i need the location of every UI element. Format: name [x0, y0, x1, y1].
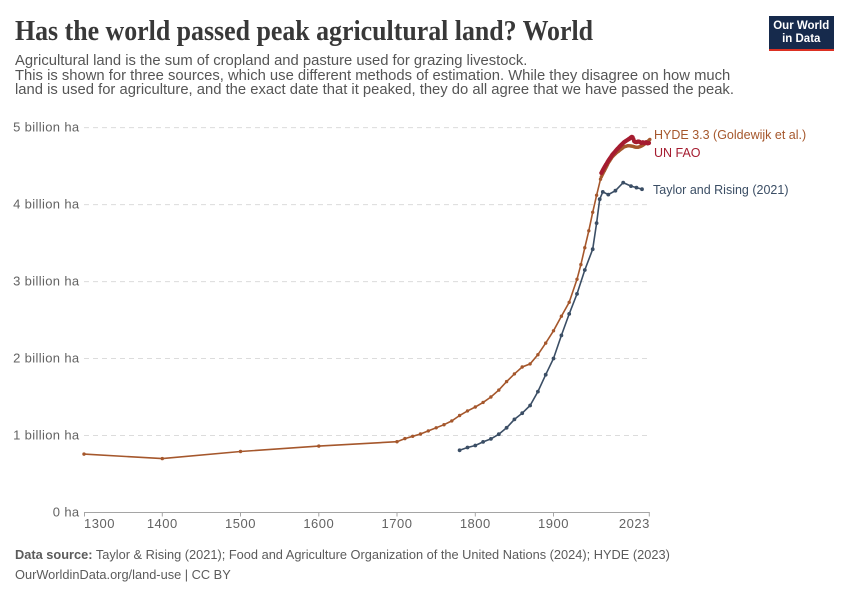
svg-text:1400: 1400	[147, 516, 178, 531]
svg-text:2 billion ha: 2 billion ha	[13, 351, 80, 366]
svg-text:1800: 1800	[460, 516, 491, 531]
svg-text:3 billion ha: 3 billion ha	[13, 274, 80, 289]
svg-text:5 billion ha: 5 billion ha	[13, 120, 80, 135]
svg-text:1 billion ha: 1 billion ha	[13, 428, 80, 443]
svg-text:4 billion ha: 4 billion ha	[13, 197, 80, 212]
svg-text:1900: 1900	[538, 516, 569, 531]
svg-text:1500: 1500	[225, 516, 256, 531]
svg-text:1300: 1300	[84, 516, 115, 531]
svg-text:1700: 1700	[382, 516, 413, 531]
svg-text:0 ha: 0 ha	[53, 505, 80, 520]
svg-text:2023: 2023	[619, 516, 650, 531]
svg-text:1600: 1600	[303, 516, 334, 531]
